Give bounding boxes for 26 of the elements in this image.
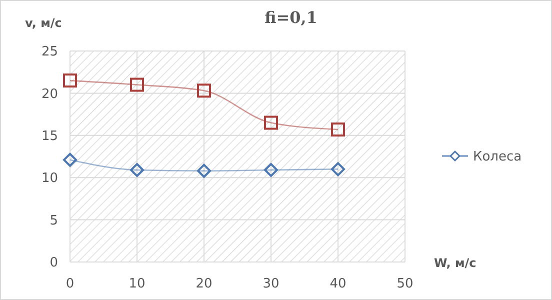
x-tick-label: 10 <box>128 276 146 292</box>
point <box>197 84 211 98</box>
point <box>130 163 144 178</box>
point <box>130 78 144 92</box>
x-tick-label: 50 <box>396 276 414 292</box>
point <box>63 152 77 167</box>
legend-label: Колеса <box>473 150 522 165</box>
point <box>63 74 77 88</box>
y-tick-label: 15 <box>41 128 58 144</box>
x-tick-label: 40 <box>330 276 346 292</box>
point <box>264 163 278 178</box>
y-tick-label: 20 <box>41 86 58 102</box>
chart-title: fi=0,1 <box>264 8 318 27</box>
x-tick-label: 20 <box>196 276 212 292</box>
point <box>197 164 211 178</box>
point <box>331 122 345 136</box>
point <box>264 116 278 130</box>
x-tick-label: 30 <box>262 276 280 292</box>
x-tick-label: 0 <box>66 276 74 292</box>
y-tick-label: 10 <box>41 171 58 186</box>
y-tick-label: 0 <box>50 256 58 271</box>
x-axis-title: W, м/с <box>434 256 476 270</box>
y-tick-label: 25 <box>41 44 58 60</box>
y-axis-title: v, м/с <box>25 16 62 30</box>
point <box>331 162 345 176</box>
y-tick-label: 5 <box>50 213 58 228</box>
